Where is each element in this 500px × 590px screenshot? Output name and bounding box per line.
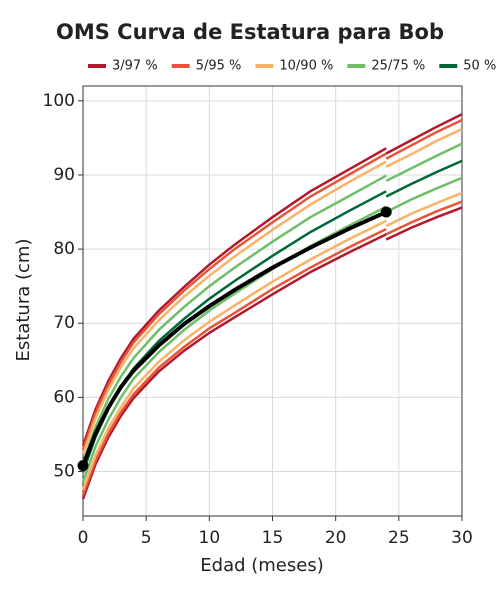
legend-label: 50 % (463, 59, 496, 74)
subject-point (380, 206, 392, 218)
y-tick-label: 50 (53, 462, 75, 482)
x-tick-label: 25 (388, 528, 410, 548)
subject-point (77, 460, 89, 472)
percentile-line (81, 206, 463, 500)
x-tick-label: 20 (325, 528, 347, 548)
plot-frame (82, 85, 463, 517)
y-tick-label: 80 (53, 239, 75, 259)
y-axis-label: Estatura (cm) (13, 239, 34, 362)
legend-label: 10/90 % (279, 59, 333, 74)
x-tick-label: 15 (262, 528, 284, 548)
y-tick-label: 60 (53, 387, 75, 407)
chart-title: OMS Curva de Estatura para Bob (56, 20, 444, 44)
legend-label: 3/97 % (112, 59, 158, 74)
x-tick-label: 10 (199, 528, 221, 548)
percentile-line (81, 118, 463, 450)
legend-label: 5/95 % (196, 59, 242, 74)
x-tick-label: 0 (78, 528, 89, 548)
x-axis-label: Edad (meses) (200, 555, 323, 576)
x-tick-label: 5 (141, 528, 152, 548)
percentile-line (81, 142, 463, 464)
y-tick-label: 100 (43, 91, 75, 111)
percentile-line (81, 113, 463, 447)
y-tick-label: 70 (53, 313, 75, 333)
y-tick-label: 90 (53, 165, 75, 185)
subject-line (81, 210, 388, 467)
percentile-line (81, 200, 463, 496)
percentile-line (81, 127, 463, 455)
x-tick-label: 30 (451, 528, 473, 548)
legend-label: 25/75 % (371, 59, 425, 74)
percentile-line (81, 191, 463, 491)
